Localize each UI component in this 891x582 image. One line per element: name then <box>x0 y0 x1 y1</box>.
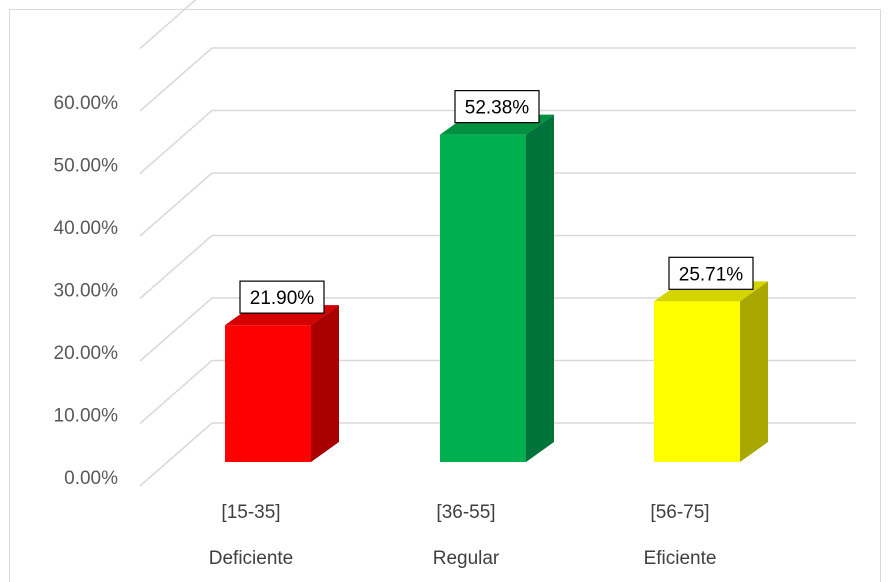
y-tick-label: 50.00% <box>54 156 119 177</box>
x-tick-label: [56-75] <box>650 502 709 523</box>
x-subcategory-label: Regular <box>433 548 500 569</box>
data-label: 52.38% <box>465 98 530 119</box>
bar-side <box>526 114 554 462</box>
gridline-floor <box>139 0 197 50</box>
y-tick-label: 0.00% <box>64 468 118 489</box>
gridline-floor <box>139 234 213 300</box>
y-tick-label: 30.00% <box>54 281 119 302</box>
data-label: 21.90% <box>250 288 315 309</box>
gridline-floor <box>139 422 213 487</box>
y-tick-label: 40.00% <box>54 218 119 239</box>
y-tick-label: 60.00% <box>54 93 119 114</box>
x-tick-label: [36-55] <box>436 502 495 523</box>
data-label-box <box>239 280 325 314</box>
data-label-box <box>668 256 754 290</box>
y-tick-label: 10.00% <box>54 406 119 427</box>
gridline-floor <box>139 297 213 362</box>
gridline-floor <box>139 359 213 425</box>
x-subcategory-label: Deficiente <box>209 548 294 569</box>
y-axis: 0.00% 10.00% 20.00% 30.00% 40.00% 50.00% 60.00… <box>54 93 119 489</box>
bars: 21.90% 52.38% 25.71% <box>225 90 768 462</box>
x-tick-label: [15-35] <box>221 502 280 523</box>
x-subcategory-label: Eficiente <box>644 548 717 569</box>
x-axis: [15-35] Deficiente [36-55] Regular [56-75] Ef… <box>209 502 717 569</box>
gridline-floor <box>139 172 213 237</box>
bar-side <box>740 281 768 462</box>
bar-front <box>654 301 740 462</box>
bar-front <box>225 325 311 462</box>
data-label: 25.71% <box>679 264 744 285</box>
bar-front <box>440 134 526 462</box>
y-tick-label: 20.00% <box>54 343 119 364</box>
gridline-floor <box>139 47 213 112</box>
data-label-box <box>454 90 540 124</box>
bar-side <box>311 305 339 462</box>
gridline-floor <box>139 109 213 175</box>
